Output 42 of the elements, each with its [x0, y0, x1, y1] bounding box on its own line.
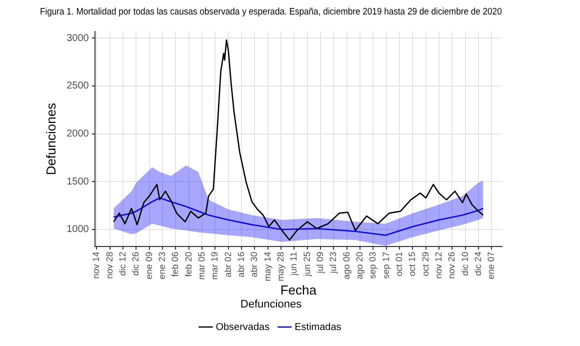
y-axis-title: Defunciones — [43, 102, 58, 176]
y-tick-label: 2000 — [66, 128, 90, 140]
chart-title: Figura 1. Mortalidad por todas las causas observada y esperada. España, diciembre 2019 hasta 29 de diciembre de 2020 — [40, 6, 502, 16]
x-tick-label: nov 14 — [91, 252, 102, 279]
x-tick-label: jun 11 — [288, 252, 299, 277]
x-tick-label: dic 26 — [130, 252, 141, 276]
x-tick-label: oct 29 — [420, 252, 430, 276]
x-tick-label: may 14 — [262, 252, 272, 282]
x-tick-label: ene 07 — [486, 252, 496, 280]
x-tick-label: nov 28 — [104, 252, 114, 279]
x-tick-label: dic 10 — [460, 252, 470, 276]
x-tick-label: dic 24 — [472, 252, 483, 276]
x-tick-label: mar 05 — [196, 252, 207, 280]
x-tick-label: nov 12 — [433, 252, 444, 279]
x-tick-label: sep 17 — [380, 252, 391, 279]
x-tick-label: sep 03 — [368, 252, 378, 279]
x-tick-label: feb 06 — [170, 252, 180, 277]
x-tick-label: jun 25 — [302, 252, 312, 278]
x-tick-label: feb 20 — [183, 252, 194, 277]
x-tick-label: mar 19 — [210, 252, 220, 280]
legend-title: Defunciones — [240, 298, 302, 310]
x-tick-label: jul 23 — [328, 252, 338, 274]
x-tick-label: ago 06 — [341, 252, 352, 280]
y-tick-label: 3000 — [66, 32, 90, 44]
x-tick-label: nov 26 — [446, 252, 457, 279]
y-tick-label: 2500 — [66, 80, 90, 92]
x-tick-label: ago 20 — [354, 252, 364, 280]
legend-label: Observadas — [216, 322, 270, 333]
x-tick-label: abr 30 — [249, 252, 260, 278]
y-tick-label: 1000 — [66, 224, 90, 236]
x-tick-label: abr 02 — [222, 252, 233, 278]
x-tick-label: may 28 — [276, 252, 286, 282]
x-tick-label: ene 23 — [157, 252, 168, 280]
x-tick-label: ene 09 — [144, 252, 154, 280]
x-tick-label: abr 16 — [236, 252, 246, 278]
legend-label: Estimadas — [294, 322, 342, 333]
x-tick-label: dic 12 — [118, 252, 128, 276]
y-tick-label: 1500 — [66, 176, 90, 188]
x-tick-label: oct 01 — [394, 252, 404, 276]
x-tick-label: oct 15 — [407, 252, 418, 276]
x-axis-title: Fecha — [280, 282, 318, 298]
x-tick-label: jul 09 — [315, 252, 326, 274]
